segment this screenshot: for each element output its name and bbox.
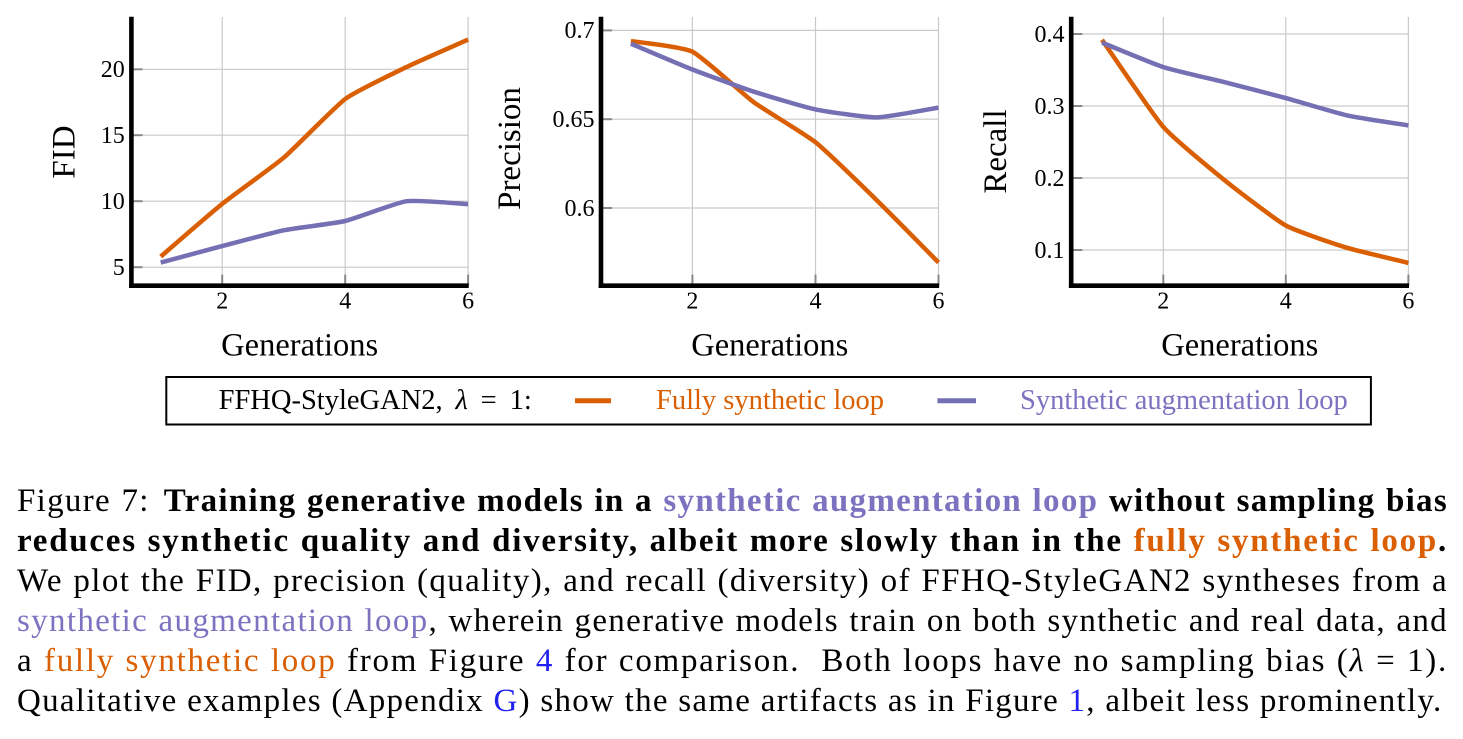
svg-text:Generations: Generations (221, 328, 378, 364)
svg-text:4: 4 (1280, 288, 1292, 314)
svg-text:6: 6 (462, 288, 474, 314)
svg-text:10: 10 (101, 189, 125, 215)
svg-text:0.6: 0.6 (565, 196, 595, 222)
svg-text:0.1: 0.1 (1035, 238, 1065, 264)
svg-text:FID: FID (47, 125, 83, 178)
svg-text:4: 4 (339, 288, 351, 314)
svg-text:Fully synthetic loop: Fully synthetic loop (656, 385, 884, 416)
svg-text:Generations: Generations (691, 328, 848, 364)
svg-text:0.3: 0.3 (1035, 94, 1065, 120)
svg-text:15: 15 (101, 123, 125, 149)
svg-text:2: 2 (686, 288, 698, 314)
svg-text:Generations: Generations (1161, 328, 1318, 364)
svg-text:4: 4 (810, 288, 822, 314)
svg-text:0.65: 0.65 (553, 107, 595, 133)
svg-text:Precision: Precision (492, 87, 528, 210)
svg-text:20: 20 (101, 57, 125, 83)
svg-text:Recall: Recall (978, 109, 1014, 193)
svg-text:6: 6 (1402, 288, 1414, 314)
svg-text:FFHQ-StyleGAN2, λ = 1:: FFHQ-StyleGAN2, λ = 1: (219, 385, 532, 416)
svg-text:0.4: 0.4 (1035, 22, 1065, 48)
svg-text:2: 2 (1157, 288, 1169, 314)
svg-text:Synthetic augmentation loop: Synthetic augmentation loop (1020, 385, 1348, 416)
svg-text:0.7: 0.7 (565, 18, 595, 44)
svg-text:2: 2 (216, 288, 228, 314)
svg-text:6: 6 (933, 288, 945, 314)
svg-text:5: 5 (113, 255, 125, 281)
svg-text:0.2: 0.2 (1035, 166, 1065, 192)
